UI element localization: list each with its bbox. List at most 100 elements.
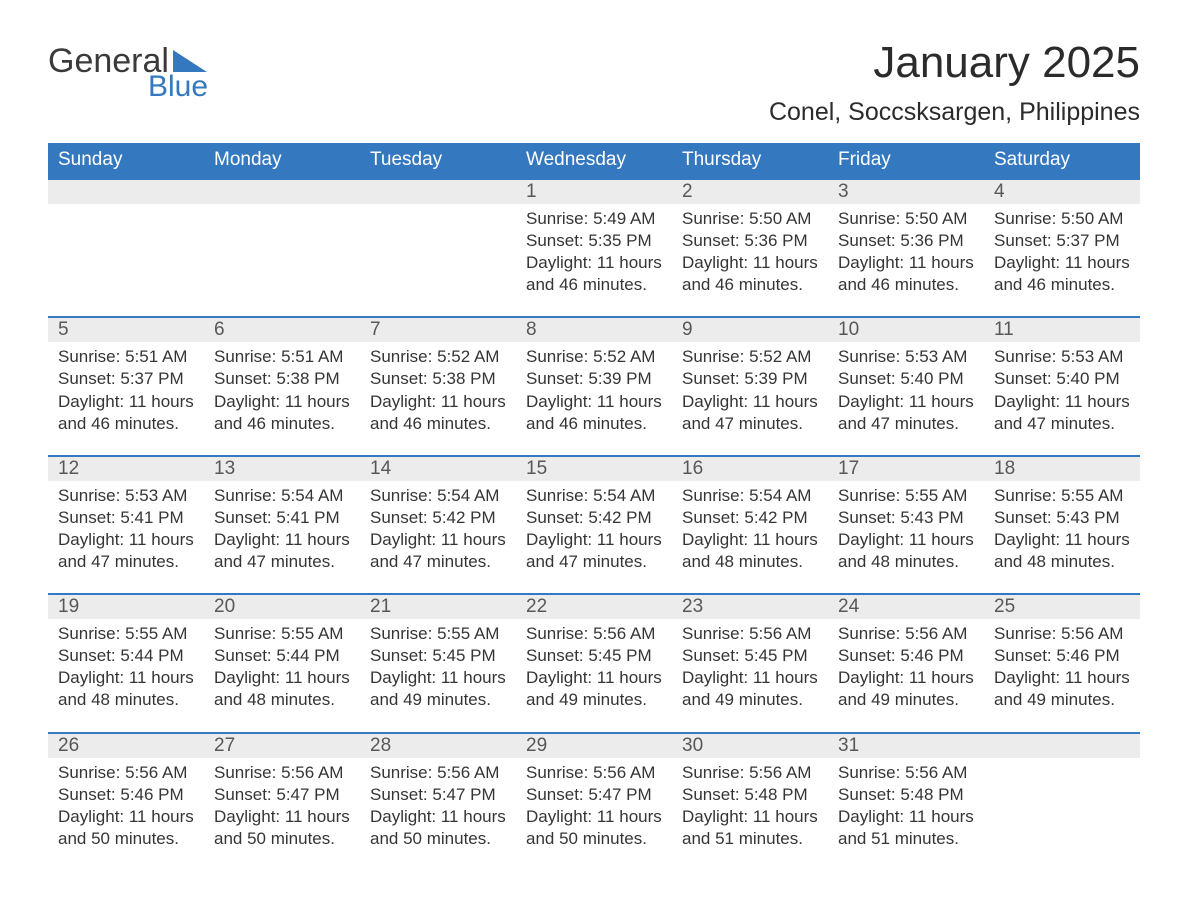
sunset-line: Sunset: 5:43 PM	[994, 507, 1130, 529]
daylight-line-2: and 48 minutes.	[58, 689, 194, 711]
daylight-line-1: Daylight: 11 hours	[682, 667, 818, 689]
sunrise-line: Sunrise: 5:56 AM	[838, 762, 974, 784]
date-number-row: 1234	[48, 178, 1140, 204]
day-cell: Sunrise: 5:49 AMSunset: 5:35 PMDaylight:…	[516, 204, 672, 296]
date-number-row: 12131415161718	[48, 455, 1140, 481]
day-cell	[204, 204, 360, 296]
day-number: 26	[48, 734, 204, 758]
daylight-line-1: Daylight: 11 hours	[682, 252, 818, 274]
daylight-line-2: and 46 minutes.	[994, 274, 1130, 296]
day-cell: Sunrise: 5:50 AMSunset: 5:36 PMDaylight:…	[672, 204, 828, 296]
day-cell: Sunrise: 5:55 AMSunset: 5:45 PMDaylight:…	[360, 619, 516, 711]
daylight-line-1: Daylight: 11 hours	[214, 529, 350, 551]
day-number: 8	[516, 318, 672, 342]
weeks-container: 1234Sunrise: 5:49 AMSunset: 5:35 PMDayli…	[48, 178, 1140, 850]
day-number: 10	[828, 318, 984, 342]
weekday-header: Saturday	[984, 143, 1140, 178]
weekday-header: Tuesday	[360, 143, 516, 178]
sunrise-line: Sunrise: 5:56 AM	[58, 762, 194, 784]
daylight-line-1: Daylight: 11 hours	[526, 667, 662, 689]
sunrise-line: Sunrise: 5:56 AM	[682, 762, 818, 784]
sunset-line: Sunset: 5:38 PM	[214, 368, 350, 390]
day-number	[984, 734, 1140, 758]
daylight-line-2: and 46 minutes.	[838, 274, 974, 296]
daylight-line-1: Daylight: 11 hours	[994, 529, 1130, 551]
sunrise-line: Sunrise: 5:55 AM	[214, 623, 350, 645]
day-number: 23	[672, 595, 828, 619]
day-cell: Sunrise: 5:54 AMSunset: 5:42 PMDaylight:…	[360, 481, 516, 573]
weekday-header-row: SundayMondayTuesdayWednesdayThursdayFrid…	[48, 143, 1140, 178]
day-number: 24	[828, 595, 984, 619]
daylight-line-2: and 48 minutes.	[994, 551, 1130, 573]
sunset-line: Sunset: 5:35 PM	[526, 230, 662, 252]
daylight-line-2: and 46 minutes.	[682, 274, 818, 296]
day-cell: Sunrise: 5:54 AMSunset: 5:42 PMDaylight:…	[516, 481, 672, 573]
daylight-line-2: and 46 minutes.	[526, 274, 662, 296]
day-number: 31	[828, 734, 984, 758]
daylight-line-2: and 50 minutes.	[370, 828, 506, 850]
daylight-line-1: Daylight: 11 hours	[370, 529, 506, 551]
day-cell: Sunrise: 5:52 AMSunset: 5:38 PMDaylight:…	[360, 342, 516, 434]
sunset-line: Sunset: 5:46 PM	[994, 645, 1130, 667]
weekday-header: Wednesday	[516, 143, 672, 178]
sunset-line: Sunset: 5:45 PM	[526, 645, 662, 667]
daylight-line-1: Daylight: 11 hours	[214, 667, 350, 689]
day-number: 13	[204, 457, 360, 481]
sunrise-line: Sunrise: 5:51 AM	[58, 346, 194, 368]
date-number-row: 567891011	[48, 316, 1140, 342]
day-number: 21	[360, 595, 516, 619]
daylight-line-2: and 47 minutes.	[370, 551, 506, 573]
weekday-header: Friday	[828, 143, 984, 178]
day-number: 12	[48, 457, 204, 481]
daylight-line-2: and 46 minutes.	[526, 413, 662, 435]
day-number: 18	[984, 457, 1140, 481]
daylight-line-2: and 46 minutes.	[214, 413, 350, 435]
sunset-line: Sunset: 5:37 PM	[994, 230, 1130, 252]
sunset-line: Sunset: 5:48 PM	[682, 784, 818, 806]
daylight-line-1: Daylight: 11 hours	[370, 667, 506, 689]
day-content-row: Sunrise: 5:53 AMSunset: 5:41 PMDaylight:…	[48, 481, 1140, 573]
daylight-line-1: Daylight: 11 hours	[994, 252, 1130, 274]
daylight-line-2: and 47 minutes.	[58, 551, 194, 573]
day-cell: Sunrise: 5:55 AMSunset: 5:44 PMDaylight:…	[204, 619, 360, 711]
sunset-line: Sunset: 5:44 PM	[58, 645, 194, 667]
day-cell: Sunrise: 5:52 AMSunset: 5:39 PMDaylight:…	[672, 342, 828, 434]
week-row: 19202122232425Sunrise: 5:55 AMSunset: 5:…	[48, 593, 1140, 711]
daylight-line-2: and 46 minutes.	[370, 413, 506, 435]
sunset-line: Sunset: 5:44 PM	[214, 645, 350, 667]
day-number: 9	[672, 318, 828, 342]
sunset-line: Sunset: 5:36 PM	[838, 230, 974, 252]
day-number: 30	[672, 734, 828, 758]
day-number: 16	[672, 457, 828, 481]
sunset-line: Sunset: 5:47 PM	[214, 784, 350, 806]
sunrise-line: Sunrise: 5:56 AM	[370, 762, 506, 784]
day-cell: Sunrise: 5:50 AMSunset: 5:36 PMDaylight:…	[828, 204, 984, 296]
sunrise-line: Sunrise: 5:50 AM	[838, 208, 974, 230]
sunset-line: Sunset: 5:42 PM	[370, 507, 506, 529]
daylight-line-2: and 47 minutes.	[214, 551, 350, 573]
sunset-line: Sunset: 5:40 PM	[838, 368, 974, 390]
daylight-line-1: Daylight: 11 hours	[838, 252, 974, 274]
day-cell	[360, 204, 516, 296]
day-cell: Sunrise: 5:50 AMSunset: 5:37 PMDaylight:…	[984, 204, 1140, 296]
day-number: 19	[48, 595, 204, 619]
day-number	[360, 180, 516, 204]
weekday-header: Sunday	[48, 143, 204, 178]
daylight-line-2: and 48 minutes.	[682, 551, 818, 573]
daylight-line-1: Daylight: 11 hours	[838, 529, 974, 551]
sunset-line: Sunset: 5:42 PM	[682, 507, 818, 529]
day-cell: Sunrise: 5:55 AMSunset: 5:43 PMDaylight:…	[984, 481, 1140, 573]
daylight-line-2: and 47 minutes.	[526, 551, 662, 573]
daylight-line-2: and 51 minutes.	[838, 828, 974, 850]
sunrise-line: Sunrise: 5:56 AM	[838, 623, 974, 645]
day-number: 27	[204, 734, 360, 758]
daylight-line-1: Daylight: 11 hours	[838, 391, 974, 413]
daylight-line-2: and 47 minutes.	[994, 413, 1130, 435]
sunrise-line: Sunrise: 5:51 AM	[214, 346, 350, 368]
header-section: General Blue January 2025 Conel, Soccsks…	[48, 44, 1140, 127]
sunrise-line: Sunrise: 5:55 AM	[58, 623, 194, 645]
sunrise-line: Sunrise: 5:50 AM	[682, 208, 818, 230]
day-content-row: Sunrise: 5:49 AMSunset: 5:35 PMDaylight:…	[48, 204, 1140, 296]
day-cell: Sunrise: 5:56 AMSunset: 5:46 PMDaylight:…	[828, 619, 984, 711]
day-cell: Sunrise: 5:54 AMSunset: 5:41 PMDaylight:…	[204, 481, 360, 573]
